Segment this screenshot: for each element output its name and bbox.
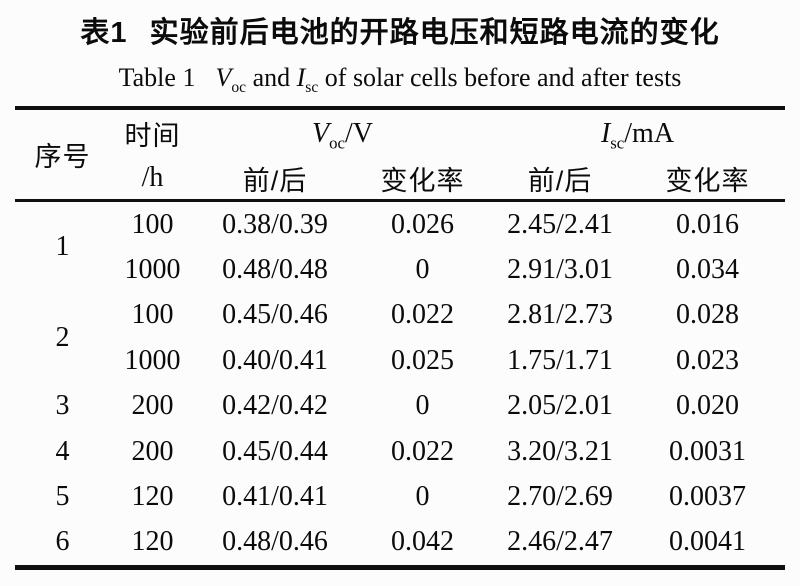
table-caption-zh: 实验前后电池的开路电压和短路电流的变化 — [149, 17, 720, 49]
header-serial: 序号 — [14, 108, 110, 202]
header-isc-before-after: 前/后 — [490, 157, 630, 202]
isc-symbol: Isc — [296, 63, 319, 95]
cell-voc-rate: 0.025 — [390, 344, 454, 376]
cell-voc: 0.38/0.39 — [222, 208, 328, 240]
cell-voc: 0.41/0.41 — [222, 481, 328, 513]
cell-time: 100 — [131, 208, 174, 240]
cell-isc-rate: 0.020 — [676, 390, 739, 422]
voc-symbol-letter: V — [215, 63, 232, 92]
cell-serial: 3 — [55, 390, 70, 422]
table-row: 6 120 0.48/0.46 0.042 2.46/2.47 0.0041 — [15, 520, 785, 568]
table-row: 2 100 0.45/0.46 0.022 2.81/2.73 0.028 — [15, 293, 785, 353]
cell-isc-rate: 0.0041 — [669, 526, 746, 558]
cell-time: 120 — [131, 526, 174, 558]
cell-voc-rate: 0 — [415, 390, 430, 422]
cell-voc-rate: 0 — [415, 481, 430, 513]
cell-isc: 2.05/2.01 — [507, 390, 613, 422]
cell-voc-rate: 0.042 — [390, 526, 454, 558]
cell-serial: 2 — [55, 322, 70, 354]
cell-time: 1000 — [124, 344, 181, 376]
cell-isc-rate: 0.0037 — [669, 481, 746, 513]
cell-isc: 2.91/3.01 — [507, 254, 613, 286]
cell-time: 200 — [131, 390, 174, 422]
table-row: 1000 0.40/0.41 0.025 1.75/1.71 0.023 — [15, 338, 785, 383]
cell-isc-rate: 0.028 — [676, 299, 739, 331]
paper-table-figure: 表1 实验前后电池的开路电压和短路电流的变化 Table 1 Voc and Isc… — [0, 9, 800, 586]
header-voc: Voc/V — [195, 108, 490, 157]
isc-symbol-subscript: sc — [305, 79, 319, 97]
cell-serial: 5 — [55, 481, 70, 513]
header-voc-change-rate: 变化率 — [354, 157, 490, 202]
header-isc-unit: /mA — [624, 117, 675, 149]
table-row: 5 120 0.41/0.41 0 2.70/2.69 0.0037 — [15, 474, 785, 519]
cell-voc-rate: 0 — [415, 254, 430, 286]
table-title-en: Table 1 Voc and Isc of solar cells before… — [0, 63, 800, 95]
header-isc-subscript: sc — [610, 133, 625, 153]
header-isc: Isc/mA — [490, 108, 785, 157]
voc-symbol: Voc — [215, 63, 246, 95]
header-voc-unit: /V — [344, 117, 373, 149]
caption-and: and — [252, 63, 291, 92]
cell-time: 1000 — [124, 254, 181, 286]
cell-voc-rate: 0.026 — [390, 208, 454, 240]
table-header: 序号 时间 Voc/V Isc/mA /h 前/后 变化率 前/后 变化率 — [14, 108, 785, 202]
results-table: 序号 时间 Voc/V Isc/mA /h 前/后 变化率 前/后 变化率 1 … — [14, 106, 785, 571]
cell-voc: 0.45/0.46 — [222, 299, 328, 331]
table-row: 1000 0.48/0.48 0 2.91/3.01 0.034 — [15, 247, 785, 292]
header-time-unit: /h — [109, 157, 195, 202]
cell-serial: 4 — [55, 435, 70, 467]
table-number-zh: 表1 — [80, 17, 128, 49]
cell-serial: 6 — [55, 526, 70, 558]
isc-symbol-letter: I — [296, 63, 306, 92]
cell-serial: 1 — [55, 231, 70, 263]
header-time: 时间 — [124, 121, 181, 151]
table-caption-en: of solar cells before and after tests — [324, 63, 682, 92]
cell-voc-rate: 0.022 — [390, 435, 454, 467]
cell-isc-rate: 0.023 — [676, 344, 739, 376]
cell-voc: 0.45/0.44 — [222, 435, 328, 467]
cell-isc: 2.45/2.41 — [507, 208, 613, 240]
cell-time: 120 — [131, 481, 174, 513]
cell-isc: 3.20/3.21 — [507, 435, 613, 467]
cell-voc-rate: 0.022 — [390, 299, 454, 331]
header-voc-letter: V — [312, 117, 330, 149]
cell-isc: 2.46/2.47 — [507, 526, 613, 558]
cell-voc: 0.40/0.41 — [222, 344, 328, 376]
cell-voc: 0.42/0.42 — [222, 390, 328, 422]
cell-isc-rate: 0.034 — [676, 254, 739, 286]
header-voc-subscript: oc — [329, 133, 345, 153]
table-number-en: Table 1 — [118, 63, 196, 92]
cell-time: 200 — [131, 435, 174, 467]
table-body: 1 100 0.38/0.39 0.026 2.45/2.41 0.016 10… — [15, 201, 785, 568]
cell-voc: 0.48/0.48 — [222, 254, 328, 286]
table-row: 1 100 0.38/0.39 0.026 2.45/2.41 0.016 — [15, 201, 785, 263]
header-isc-change-rate: 变化率 — [630, 157, 785, 202]
cell-isc-rate: 0.0031 — [669, 435, 746, 467]
table-row: 3 200 0.42/0.42 0 2.05/2.01 0.020 — [15, 384, 785, 429]
cell-time: 100 — [131, 299, 174, 331]
table-row: 4 200 0.45/0.44 0.022 3.20/3.21 0.0031 — [15, 429, 785, 474]
voc-symbol-subscript: oc — [231, 79, 247, 97]
header-isc-letter: I — [600, 117, 611, 149]
header-voc-before-after: 前/后 — [194, 157, 355, 202]
cell-isc: 2.70/2.69 — [507, 481, 613, 513]
cell-voc: 0.48/0.46 — [222, 526, 328, 558]
cell-isc-rate: 0.016 — [676, 208, 739, 240]
cell-isc: 2.81/2.73 — [507, 299, 613, 331]
table-title-zh: 表1 实验前后电池的开路电压和短路电流的变化 — [0, 9, 800, 51]
cell-isc: 1.75/1.71 — [507, 344, 613, 376]
